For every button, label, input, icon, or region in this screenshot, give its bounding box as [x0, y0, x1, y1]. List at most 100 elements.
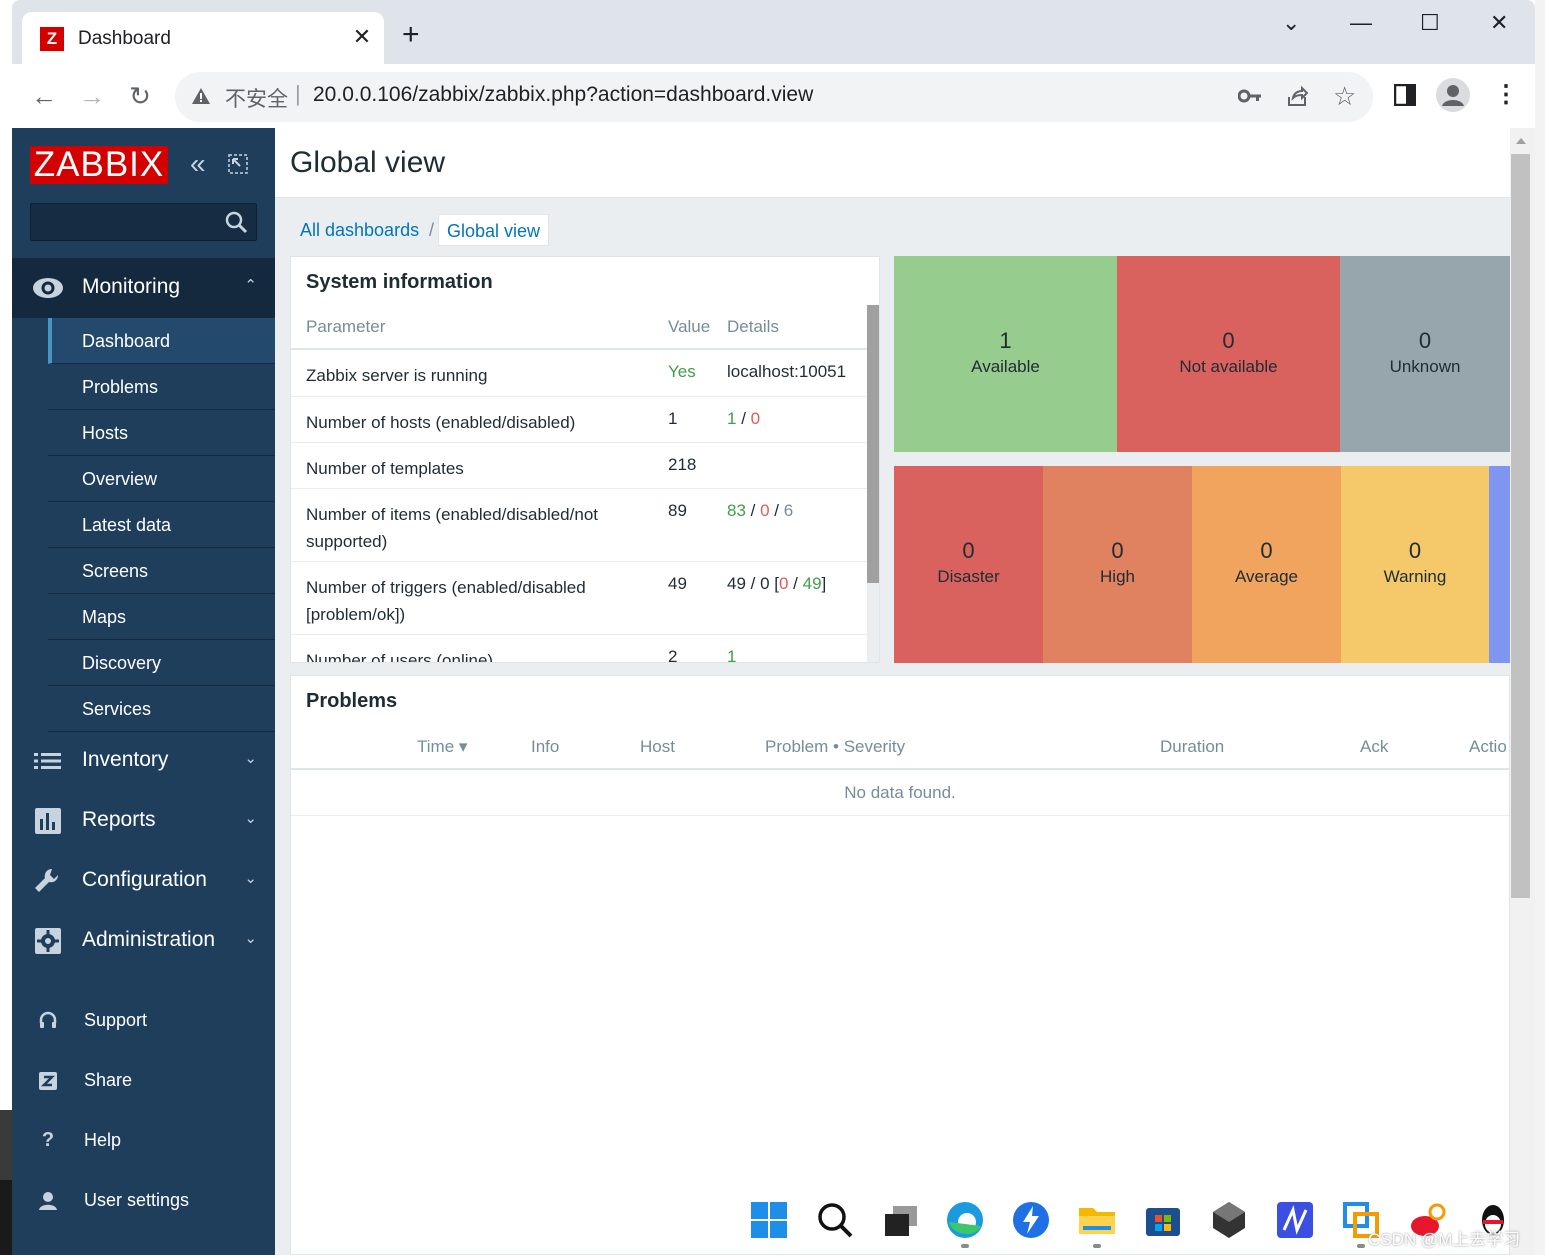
scroll-up-arrow-icon[interactable]	[1516, 138, 1526, 144]
3d-app-icon[interactable]	[1209, 1200, 1249, 1240]
page-title: Global view	[290, 146, 446, 179]
collapse-sidebar-icon[interactable]: «	[190, 148, 206, 179]
column-header-value: Value	[668, 317, 711, 336]
kiosk-mode-icon[interactable]	[228, 154, 248, 174]
new-tab-button[interactable]: +	[402, 18, 420, 51]
widget-title: System information	[306, 271, 493, 293]
submenu-services[interactable]: Services	[48, 686, 275, 732]
submenu-latest-data[interactable]: Latest data	[48, 502, 275, 548]
table-row: Number of triggers (enabled/disabled [pr…	[291, 562, 867, 635]
breadcrumb-global-view[interactable]: Global view	[438, 214, 550, 246]
host-availability-unknown[interactable]: 0 Unknown	[1340, 256, 1510, 452]
qq-icon[interactable]	[1473, 1200, 1513, 1240]
severity-high[interactable]: 0 High	[1043, 466, 1192, 663]
submenu-hosts[interactable]: Hosts	[48, 410, 275, 456]
host-availability-available[interactable]: 1 Available	[894, 256, 1117, 452]
browser-toolbar: ← → ↻ 不安全 | 20.0.0.106/zabbix/zabbix.php…	[12, 64, 1535, 128]
breadcrumb-all-dashboards[interactable]: All dashboards	[300, 220, 420, 240]
menu-monitoring[interactable]: Monitoring ⌃	[12, 258, 275, 318]
url-text[interactable]: 20.0.0.106/zabbix/zabbix.php?action=dash…	[313, 83, 814, 106]
zabbix-page: ZABBIX « Monitoring ⌃ Dashboard Problems…	[12, 128, 1535, 1255]
severity-disaster[interactable]: 0 Disaster	[894, 466, 1043, 663]
task-view-icon[interactable]	[881, 1200, 921, 1240]
search-icon[interactable]	[224, 210, 248, 234]
menu-inventory-label: Inventory	[82, 748, 169, 771]
tab-strip: Z Dashboard ✕ + ⌄ — ☐ ✕	[12, 0, 1535, 66]
search-icon[interactable]	[815, 1200, 855, 1240]
minimize-icon[interactable]: —	[1350, 10, 1372, 35]
warning-triangle-icon[interactable]	[191, 86, 211, 106]
submenu-screens[interactable]: Screens	[48, 548, 275, 594]
menu-administration[interactable]: Administration ⌄	[12, 911, 275, 971]
page-scrollbar-thumb[interactable]	[1511, 154, 1530, 898]
severity-warning[interactable]: 0 Warning	[1341, 466, 1489, 663]
bookmark-star-icon[interactable]: ☆	[1333, 81, 1357, 111]
severity-information-partial[interactable]	[1489, 466, 1510, 663]
footer-support[interactable]: Support	[12, 996, 275, 1046]
table-row: Number of hosts (enabled/disabled) 1 1 /…	[291, 397, 867, 443]
column-header-time[interactable]: Time ▾	[417, 737, 468, 756]
feishu-bolt-icon[interactable]	[1011, 1200, 1051, 1240]
footer-help[interactable]: ? Help	[12, 1116, 275, 1166]
edge-browser-icon[interactable]	[945, 1200, 985, 1240]
submenu-discovery[interactable]: Discovery	[48, 640, 275, 686]
zabbix-share-icon	[39, 1072, 57, 1090]
footer-share[interactable]: Share	[12, 1056, 275, 1106]
problems-by-severity-widget: 0 Disaster 0 High 0 Average 0 Warning	[894, 466, 1510, 663]
page-scrollbar[interactable]	[1510, 128, 1535, 1255]
weibo-icon[interactable]	[1407, 1200, 1447, 1240]
host-availability-not-available[interactable]: 0 Not available	[1117, 256, 1340, 452]
security-label[interactable]: 不安全	[225, 88, 288, 111]
windows-start-icon[interactable]	[749, 1200, 789, 1240]
submenu-maps[interactable]: Maps	[48, 594, 275, 640]
ai-app-icon[interactable]	[1275, 1200, 1315, 1240]
file-explorer-icon[interactable]	[1077, 1200, 1117, 1240]
submenu-overview[interactable]: Overview	[48, 456, 275, 502]
severity-average[interactable]: 0 Average	[1192, 466, 1341, 663]
main-content: Global view All dashboards / Global view…	[275, 128, 1510, 1255]
chevron-down-icon: ⌄	[244, 930, 257, 947]
windows-taskbar	[735, 1190, 1525, 1255]
key-icon[interactable]	[1238, 88, 1262, 104]
address-bar[interactable]: 不安全 | 20.0.0.106/zabbix/zabbix.php?actio…	[175, 72, 1373, 122]
table-row: Number of items (enabled/disabled/not su…	[291, 489, 867, 562]
widget-scrollbar-thumb[interactable]	[867, 305, 879, 583]
monitoring-submenu: Dashboard Problems Hosts Overview Latest…	[48, 318, 275, 732]
microsoft-store-icon[interactable]	[1143, 1200, 1183, 1240]
footer-user-settings[interactable]: User settings	[12, 1176, 275, 1226]
maximize-icon[interactable]: ☐	[1420, 10, 1440, 35]
column-header-details: Details	[727, 317, 779, 336]
vmware-icon[interactable]	[1341, 1200, 1381, 1240]
browser-menu-icon[interactable]: ⋮	[1494, 81, 1518, 108]
list-icon	[34, 753, 61, 769]
tab-title: Dashboard	[78, 28, 171, 49]
zabbix-logo[interactable]: ZABBIX	[30, 146, 168, 184]
column-header-problem-severity: Problem • Severity	[765, 737, 906, 756]
forward-arrow-icon[interactable]: →	[79, 81, 105, 111]
tab-search-chevron-icon[interactable]: ⌄	[1282, 10, 1301, 35]
column-header-host: Host	[640, 737, 675, 756]
submenu-problems[interactable]: Problems	[48, 364, 275, 410]
background-window-edge	[0, 0, 12, 1255]
menu-monitoring-label: Monitoring	[82, 275, 181, 298]
user-icon	[39, 1192, 57, 1210]
submenu-dashboard[interactable]: Dashboard	[48, 318, 275, 364]
tab-dashboard[interactable]: Z Dashboard ✕	[22, 12, 384, 66]
side-panel-icon[interactable]	[1394, 84, 1416, 106]
tab-close-icon[interactable]: ✕	[352, 24, 372, 49]
menu-configuration-label: Configuration	[82, 868, 207, 891]
menu-reports[interactable]: Reports ⌄	[12, 791, 275, 851]
menu-inventory[interactable]: Inventory ⌄	[12, 731, 275, 791]
reload-icon[interactable]: ↻	[129, 81, 151, 111]
share-icon[interactable]	[1285, 85, 1309, 109]
profile-avatar-icon[interactable]	[1436, 78, 1470, 112]
menu-configuration[interactable]: Configuration ⌄	[12, 851, 275, 911]
system-information-widget: System information Parameter Value Detai…	[290, 256, 880, 663]
back-arrow-icon[interactable]: ←	[31, 81, 57, 111]
headset-icon	[39, 1011, 57, 1028]
sidebar-search-input[interactable]	[30, 203, 257, 241]
gear-icon	[35, 928, 61, 954]
chevron-down-icon: ⌄	[244, 750, 257, 767]
column-header-info: Info	[531, 737, 560, 756]
window-close-icon[interactable]: ✕	[1490, 10, 1509, 35]
